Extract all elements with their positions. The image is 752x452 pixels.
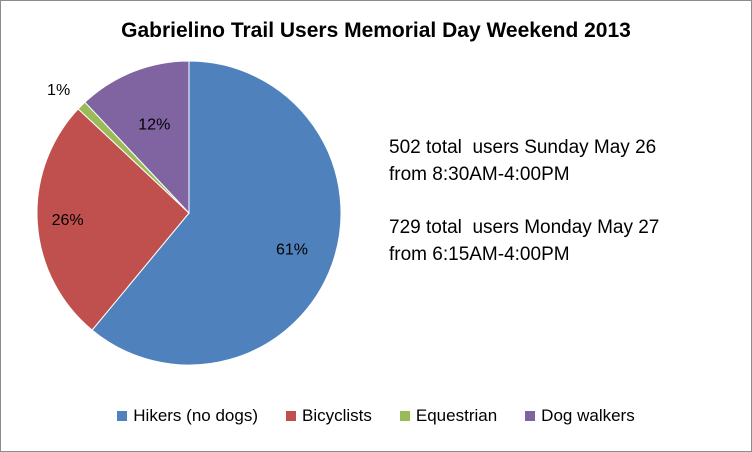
- pie-slices: [36, 60, 342, 366]
- annotation-monday: 729 total users Monday May 27 from 6:15A…: [389, 214, 659, 268]
- annotation-block: 502 total users Sunday May 26 from 8:30A…: [389, 134, 659, 268]
- pie-label-dog-walkers: 12%: [138, 117, 170, 134]
- legend-swatch-bicyclists: [285, 411, 296, 421]
- pie-label-hikers: 61%: [276, 241, 308, 258]
- legend-swatch-equestrian: [399, 411, 410, 421]
- pie-label-equestrian: 1%: [47, 82, 70, 99]
- chart-title: Gabrielino Trail Users Memorial Day Week…: [121, 19, 631, 42]
- annotation-sunday: 502 total users Sunday May 26 from 8:30A…: [389, 134, 659, 188]
- legend-label-hikers: Hikers (no dogs): [133, 406, 258, 425]
- annotation-sunday-line-1: 502 total users Sunday May 26: [389, 137, 657, 158]
- legend: Hikers (no dogs) Bicyclists Equestrian D…: [1, 406, 751, 426]
- legend-item-dog-walkers: Dog walkers: [525, 406, 635, 426]
- annotation-monday-line-1: 729 total users Monday May 27: [389, 217, 660, 238]
- pie-slice-bicyclists: [36, 108, 190, 331]
- legend-swatch-dog-walkers: [525, 411, 536, 421]
- pie-slice-hikers: [91, 60, 342, 366]
- legend-item-bicyclists: Bicyclists: [285, 406, 372, 426]
- legend-item-equestrian: Equestrian: [399, 406, 498, 426]
- pie-slice-dog-walkers: [84, 60, 190, 215]
- legend-item-hikers: Hikers (no dogs): [117, 406, 258, 426]
- annotation-sunday-line-2: from 8:30AM-4:00PM: [389, 164, 570, 185]
- legend-label-equestrian: Equestrian: [415, 406, 498, 425]
- legend-label-bicyclists: Bicyclists: [301, 406, 372, 425]
- pie-label-bicyclists: 26%: [52, 212, 84, 229]
- legend-label-dog-walkers: Dog walkers: [541, 406, 635, 425]
- pie-labels: 61% 26% 1% 12%: [47, 82, 308, 258]
- legend-swatch-hikers: [117, 411, 128, 421]
- annotation-monday-line-2: from 6:15AM-4:00PM: [389, 244, 570, 265]
